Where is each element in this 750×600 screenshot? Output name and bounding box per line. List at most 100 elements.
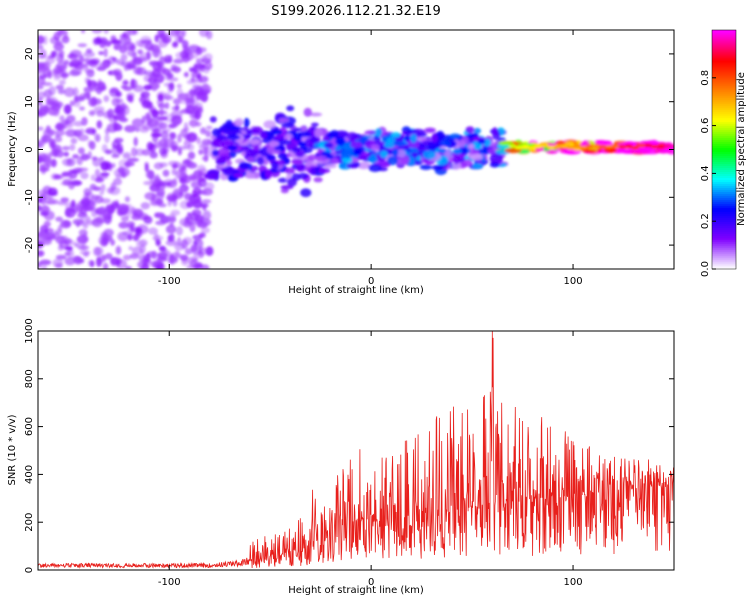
spectrogram-blob [175, 30, 185, 38]
spectrogram-blob [179, 36, 185, 44]
spectrogram-blob [313, 177, 323, 183]
colorbar-segment [712, 39, 736, 43]
spectrogram-blob [78, 54, 84, 64]
spectrogram-blob [143, 84, 153, 91]
spectrogram-blob [137, 49, 144, 55]
spectrogram-blob [119, 167, 130, 177]
colorbar-tick-label: 0.4 [700, 165, 711, 181]
colorbar-segment [712, 109, 736, 113]
spectrogram-blob [104, 40, 111, 47]
spectrogram-blob [194, 263, 203, 269]
spectrogram-blob [391, 132, 401, 138]
spectrogram-blob [300, 188, 312, 198]
spectrogram-blob [245, 148, 258, 158]
spectrogram-blob [187, 256, 194, 265]
spectrogram-blob [392, 148, 399, 157]
spectrogram-blob [364, 130, 377, 135]
colorbar-segment [712, 87, 736, 91]
spectrogram-blob [209, 116, 217, 123]
spectrogram-blob [367, 155, 378, 163]
colorbar-segment [712, 263, 736, 266]
spectrogram-blob [189, 176, 198, 181]
spectrogram-blob [139, 126, 150, 133]
spectrogram-blob [38, 139, 45, 149]
spectrogram-blob [130, 147, 138, 158]
spectrogram-blob [309, 112, 323, 117]
spectrogram-blob [233, 173, 244, 178]
spectrogram-blob [114, 137, 124, 143]
spectrogram-blob [156, 91, 166, 101]
spectrogram-blob [103, 30, 109, 34]
spectrogram-blob [238, 161, 249, 170]
spectrogram-blob [98, 51, 104, 56]
spectrogram-blob [160, 247, 168, 253]
spectrogram-y-tick-label: -10 [24, 189, 35, 205]
spectrogram-blob [452, 148, 462, 155]
spectrogram-blob [354, 146, 362, 156]
spectrogram-blob [272, 129, 283, 135]
spectrogram-blob [38, 204, 42, 212]
spectrogram-blob [94, 133, 101, 143]
spectrogram-blob [473, 127, 482, 134]
spectrogram-blob [148, 227, 158, 235]
spectrogram-blob [202, 146, 208, 156]
colorbar-tick-label: 0.2 [700, 213, 711, 229]
colorbar-segment [712, 83, 736, 87]
spectrogram-blob [51, 68, 58, 78]
spectrogram-blob [107, 70, 120, 76]
spectrogram-blob [165, 224, 177, 234]
spectrogram-blob [207, 249, 213, 255]
spectrogram-blob [196, 57, 204, 64]
spectrogram-blob [90, 96, 98, 107]
colorbar-segment [712, 251, 736, 254]
spectrogram-blob [198, 177, 207, 188]
spectrogram-blob [149, 73, 158, 78]
colorbar-segment [712, 233, 736, 236]
spectrogram-blob [167, 83, 174, 93]
spectrogram-blob [419, 164, 432, 170]
spectrogram-blob [192, 199, 203, 209]
colorbar-segment [712, 167, 736, 171]
snr-x-tick-label: 0 [368, 577, 374, 588]
colorbar-segment [712, 169, 736, 173]
spectrogram-blob [53, 42, 65, 51]
colorbar-segment [712, 157, 736, 161]
spectrogram-ridge [618, 145, 627, 149]
spectrogram-blob [57, 224, 63, 232]
spectrogram-blob [205, 130, 212, 138]
spectrogram-blob [326, 154, 334, 159]
spectrogram-blob [284, 133, 293, 140]
spectrogram-blob [172, 41, 179, 48]
spectrogram-blob [422, 150, 436, 160]
spectrogram-blob [155, 73, 165, 84]
spectrogram-blob [357, 161, 371, 170]
spectrogram-blob [482, 146, 489, 155]
colorbar-segment [712, 249, 736, 252]
spectrogram-blob [318, 167, 331, 174]
spectrogram-blob [649, 139, 659, 146]
spectrogram-blob [86, 59, 98, 66]
spectrogram-blob [309, 136, 319, 144]
spectrogram-blob [100, 160, 112, 169]
spectrogram-blob [150, 132, 162, 138]
spectrogram-blob [187, 151, 196, 160]
spectrogram-blob [68, 173, 73, 180]
spectrogram-blob [163, 138, 175, 148]
spectrogram-blob [350, 157, 359, 163]
spectrogram-blob [99, 205, 106, 211]
spectrogram-y-tick-label: -20 [24, 237, 35, 253]
spectrogram-blob [116, 143, 124, 153]
spectrogram-blob [70, 137, 78, 145]
colorbar-segment [712, 183, 736, 186]
spectrogram-blob [386, 137, 396, 144]
spectrogram-blob [449, 133, 461, 139]
spectrogram-blob [44, 227, 54, 234]
spectrogram-blob [127, 157, 140, 162]
spectrogram-blob [204, 173, 219, 180]
spectrogram-blob [57, 88, 66, 95]
spectrogram-blob [61, 119, 72, 126]
colorbar-segment [712, 35, 736, 39]
spectrogram-blob [368, 163, 382, 172]
spectrogram-ridge [573, 144, 582, 148]
